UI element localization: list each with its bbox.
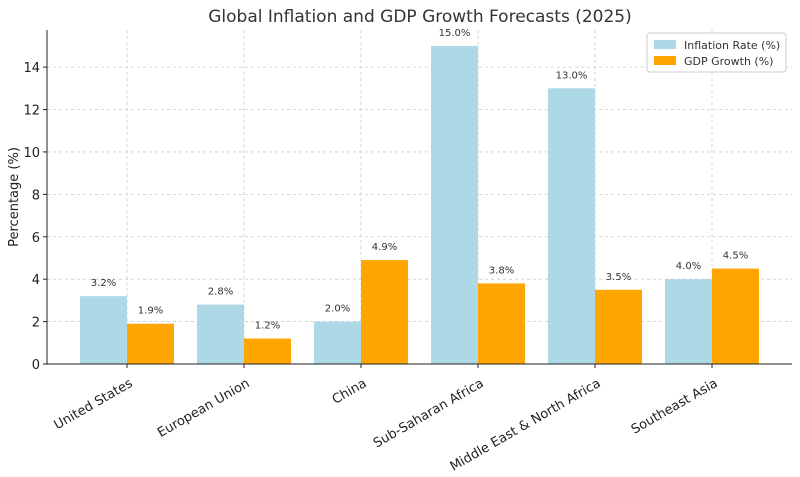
legend-label: GDP Growth (%) bbox=[684, 55, 773, 68]
bar-gdp bbox=[478, 283, 525, 364]
y-tick-label: 14 bbox=[23, 61, 40, 76]
bar-inflation bbox=[665, 279, 712, 364]
bar-gdp bbox=[595, 289, 642, 364]
chart-title: Global Inflation and GDP Growth Forecast… bbox=[208, 7, 631, 27]
data-label: 1.9% bbox=[138, 306, 163, 317]
y-tick-label: 4 bbox=[32, 273, 40, 288]
data-label: 2.8% bbox=[208, 287, 233, 298]
axes-layer: 0 2 4 6 8 10 12 14 United States European Union Ch… bbox=[7, 30, 792, 475]
bar-gdp bbox=[127, 323, 174, 364]
x-tick-label: United States bbox=[52, 376, 136, 433]
y-tick-label: 8 bbox=[32, 188, 40, 203]
bar-inflation bbox=[197, 304, 244, 364]
data-label: 3.2% bbox=[91, 278, 116, 289]
bar-gdp bbox=[712, 268, 759, 364]
y-tick-label: 10 bbox=[23, 146, 40, 161]
legend-swatch bbox=[654, 40, 676, 49]
data-labels-layer: 3.2% 2.8% 2.0% 15.0% 13.0% 4.0% 1.9% 1.2% 4.9% 3.… bbox=[91, 28, 748, 332]
data-label: 4.9% bbox=[372, 242, 397, 253]
y-axis-label: Percentage (%) bbox=[7, 147, 22, 247]
y-tick-label: 0 bbox=[32, 358, 40, 373]
bar-gdp bbox=[361, 260, 408, 364]
legend: Inflation Rate (%) GDP Growth (%) bbox=[646, 32, 787, 73]
legend-swatch bbox=[654, 56, 676, 65]
y-tick-label: 2 bbox=[32, 316, 40, 331]
bar-inflation bbox=[314, 321, 361, 364]
data-label: 3.8% bbox=[489, 265, 514, 276]
y-tick-label: 6 bbox=[32, 231, 40, 246]
bar-inflation bbox=[548, 88, 595, 365]
bar-inflation bbox=[431, 45, 478, 365]
legend-label: Inflation Rate (%) bbox=[684, 39, 780, 52]
data-label: 4.0% bbox=[676, 261, 701, 272]
bars-layer bbox=[80, 45, 759, 365]
bar-inflation bbox=[80, 296, 127, 364]
x-tick-label: European Union bbox=[155, 376, 252, 441]
x-tick-label: Sub-Saharan Africa bbox=[371, 376, 486, 451]
legend-box bbox=[646, 32, 787, 73]
y-tick-label: 12 bbox=[23, 104, 40, 119]
data-label: 15.0% bbox=[439, 28, 471, 39]
x-tick-label: China bbox=[330, 376, 370, 408]
bar-gdp bbox=[244, 338, 291, 364]
data-label: 2.0% bbox=[325, 304, 350, 315]
data-label: 13.0% bbox=[556, 70, 588, 81]
x-tick-label: Southeast Asia bbox=[629, 376, 721, 437]
data-label: 4.5% bbox=[723, 251, 748, 262]
data-label: 3.5% bbox=[606, 272, 631, 283]
data-label: 1.2% bbox=[255, 321, 280, 332]
